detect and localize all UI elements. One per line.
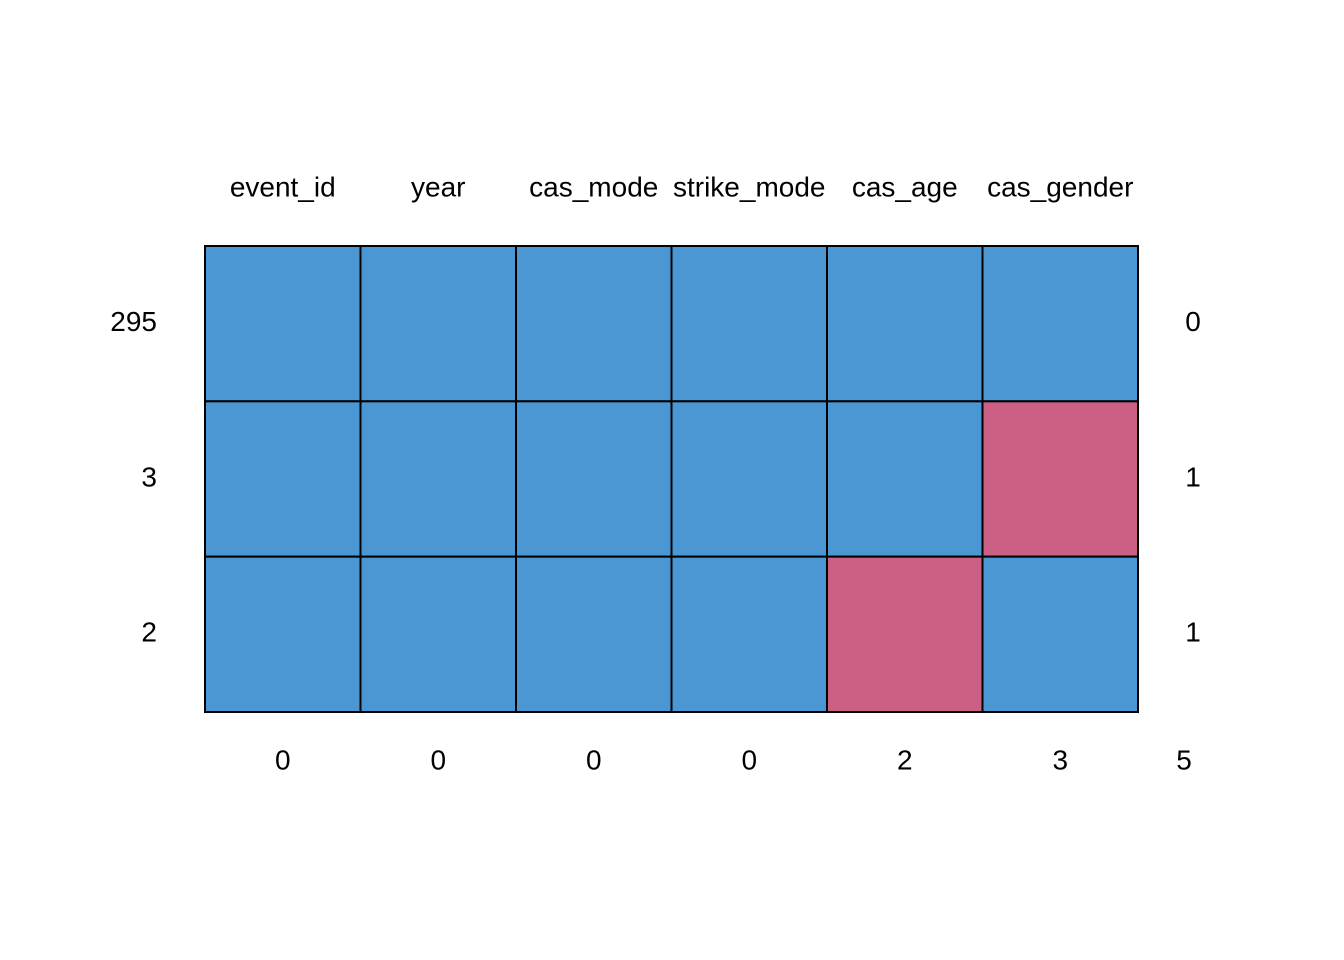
row-count-label: 295 (110, 306, 157, 337)
row-missing-label: 1 (1185, 461, 1201, 492)
column-labels: event_id year cas_mode strike_mode cas_age ca… (230, 171, 1134, 202)
observed-cell (981, 555, 1139, 714)
missing-cell (981, 400, 1139, 558)
observed-cell (359, 400, 517, 558)
column-missing-total: 0 (275, 744, 291, 775)
observed-cell (670, 555, 828, 714)
observed-cell (826, 400, 984, 558)
observed-cell (515, 400, 673, 558)
observed-cell (204, 555, 362, 714)
row-count-label: 3 (141, 461, 157, 492)
observed-cell (670, 245, 828, 403)
row-count-labels: 295 3 2 (110, 306, 157, 648)
observed-cell (359, 245, 517, 403)
observed-cell (515, 245, 673, 403)
column-missing-total: 0 (586, 744, 602, 775)
column-missing-total: 0 (430, 744, 446, 775)
pattern-grid (204, 245, 1139, 714)
column-missing-total: 2 (897, 744, 913, 775)
column-label-cas-mode: cas_mode (529, 171, 658, 202)
column-label-year: year (411, 171, 465, 202)
total-missing-label: 5 (1176, 744, 1192, 775)
row-missing-label: 1 (1185, 617, 1201, 648)
column-total-labels: 0 0 0 0 2 3 5 (275, 744, 1192, 775)
observed-cell (204, 400, 362, 558)
column-missing-total: 0 (741, 744, 757, 775)
column-label-strike-mode: strike_mode (673, 171, 826, 202)
observed-cell (204, 245, 362, 403)
column-label-cas-gender: cas_gender (987, 171, 1133, 202)
row-missing-label: 0 (1185, 306, 1201, 337)
column-label-event-id: event_id (230, 171, 336, 202)
row-missing-labels: 0 1 1 (1185, 306, 1201, 648)
observed-cell (515, 555, 673, 714)
column-missing-total: 3 (1052, 744, 1068, 775)
observed-cell (359, 555, 517, 714)
observed-cell (670, 400, 828, 558)
observed-cell (981, 245, 1139, 403)
column-label-cas-age: cas_age (852, 171, 958, 202)
observed-cell (826, 245, 984, 403)
missing-cell (826, 555, 984, 714)
row-count-label: 2 (141, 617, 157, 648)
